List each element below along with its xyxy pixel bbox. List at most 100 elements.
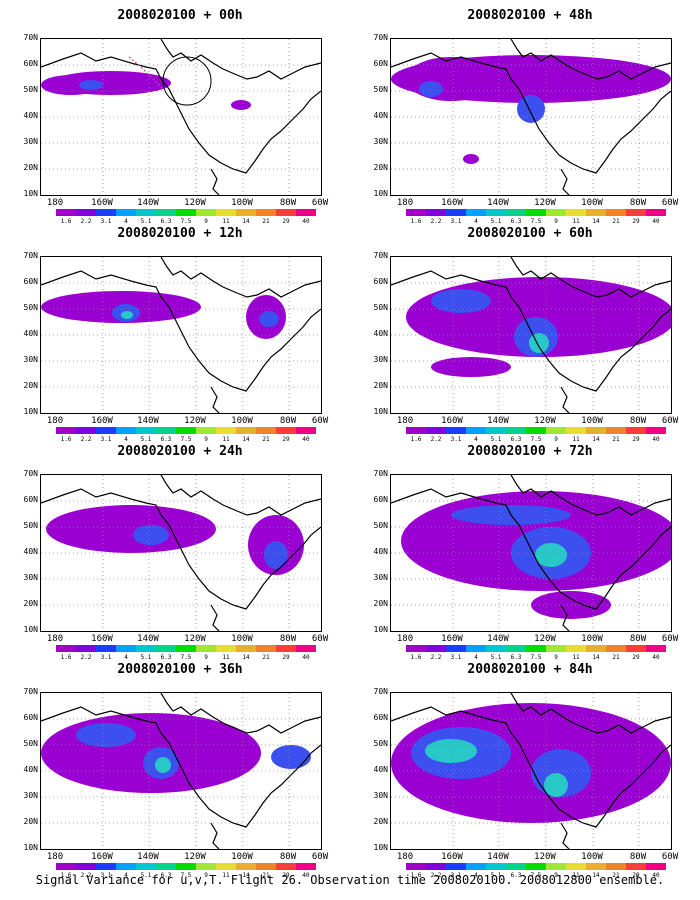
colorbar-swatch [486, 427, 506, 434]
colorbar-label: 14 [592, 218, 600, 225]
latitude-label: 10N [23, 407, 38, 416]
map-canvas [391, 39, 671, 195]
colorbar [406, 209, 666, 216]
colorbar-swatch [296, 645, 316, 652]
colorbar-swatch [646, 427, 666, 434]
colorbar-swatch [276, 863, 296, 870]
colorbar-swatch [196, 209, 216, 216]
colorbar-label: 11 [222, 872, 230, 879]
colorbar-label: 3.1 [450, 218, 462, 225]
longitude-label: 80W [279, 198, 297, 208]
colorbar-label: 29 [282, 654, 290, 661]
colorbar-swatch [256, 863, 276, 870]
latitude-label: 20N [23, 817, 38, 826]
latitude-label: 60N [23, 277, 38, 286]
colorbar-swatch [526, 427, 546, 434]
map-canvas [391, 475, 671, 631]
colorbar-label: 14 [592, 436, 600, 443]
colorbar-label: 21 [612, 218, 620, 225]
colorbar-label: 9 [204, 872, 208, 879]
latitude-label: 50N [23, 739, 38, 748]
longitude-label: 180 [396, 198, 414, 208]
colorbar-labels: 1.6 2.2 3.1 4 5.1 6.3 7.5 9 11 14 21 29 40 [406, 436, 666, 445]
colorbar-swatch [606, 427, 626, 434]
colorbar-label: 1.6 [60, 218, 72, 225]
latitude-label: 30N [23, 137, 38, 146]
colorbar-swatch [546, 209, 566, 216]
latitude-label: 10N [23, 843, 38, 852]
map-canvas [41, 693, 321, 849]
colorbar-label: 40 [652, 872, 660, 879]
colorbar-swatch [486, 209, 506, 216]
latitude-label: 50N [373, 521, 388, 530]
colorbar-label: 11 [572, 436, 580, 443]
colorbar-swatch [626, 863, 646, 870]
latitude-label: 10N [373, 189, 388, 198]
longitude-label: 140W [137, 416, 159, 426]
longitude-label: 160W [91, 198, 113, 208]
colorbar-swatch [546, 645, 566, 652]
colorbar-label: 21 [612, 872, 620, 879]
colorbar-label: 4 [474, 654, 478, 661]
colorbar-label: 29 [632, 654, 640, 661]
colorbar-label: 5.1 [490, 436, 502, 443]
colorbar-swatch [446, 863, 466, 870]
colorbar-label: 5.1 [140, 654, 152, 661]
longitude-label: 140W [487, 416, 509, 426]
colorbar-label: 7.5 [180, 872, 192, 879]
colorbar-label: 21 [262, 872, 270, 879]
colorbar-swatch [156, 863, 176, 870]
colorbar-swatch [426, 645, 446, 652]
colorbar-label: 40 [302, 872, 310, 879]
coastline [210, 822, 220, 849]
colorbar-swatch [136, 209, 156, 216]
colorbar-label: 4 [124, 218, 128, 225]
longitude-label: 140W [487, 198, 509, 208]
longitude-label: 100W [231, 416, 253, 426]
colorbar-label: 4 [124, 654, 128, 661]
longitude-label: 160W [441, 198, 463, 208]
coastline [160, 39, 321, 80]
coastline [391, 488, 671, 610]
colorbar-swatch [526, 645, 546, 652]
longitude-label: 140W [137, 634, 159, 644]
latitude-label: 50N [23, 521, 38, 530]
colorbar-swatch [526, 863, 546, 870]
coastline [510, 257, 671, 298]
colorbar-label: 14 [242, 436, 250, 443]
longitude-label: 80W [629, 416, 647, 426]
variance-shading [79, 80, 103, 90]
latitude-label: 10N [23, 625, 38, 634]
colorbar-swatch [466, 645, 486, 652]
panel-title: 2008020100 + 60h [467, 226, 593, 241]
colorbar-swatch [276, 645, 296, 652]
longitude-label: 160W [441, 416, 463, 426]
colorbar-label: 7.5 [530, 654, 542, 661]
longitude-label: 160W [441, 852, 463, 862]
colorbar-swatch [276, 427, 296, 434]
coastline [391, 270, 671, 392]
colorbar-label: 14 [242, 872, 250, 879]
colorbar-swatch [76, 863, 96, 870]
colorbar-label: 3.1 [450, 654, 462, 661]
map-panel: 2008020100 + 72h 70N 60N 50N 40N 30N 20N 10N 180… [350, 444, 690, 662]
longitude-label: 180 [46, 852, 64, 862]
colorbar-label: 3.1 [450, 436, 462, 443]
variance-shading [544, 773, 568, 797]
latitude-label: 50N [373, 739, 388, 748]
map-panel: 2008020100 + 84h 70N 60N 50N 40N 30N 20N 10N 180… [350, 662, 690, 880]
coastline [391, 52, 671, 174]
colorbar-swatch [196, 427, 216, 434]
colorbar-swatch [216, 863, 236, 870]
colorbar-swatch [76, 427, 96, 434]
colorbar [406, 863, 666, 870]
colorbar [56, 209, 316, 216]
colorbar-swatch [646, 645, 666, 652]
map-canvas [391, 257, 671, 413]
colorbar-swatch [606, 863, 626, 870]
longitude-label: 160W [441, 634, 463, 644]
colorbar-swatch [566, 209, 586, 216]
colorbar-swatch [196, 645, 216, 652]
longitude-label: 160W [91, 416, 113, 426]
longitude-label: 60W [661, 852, 679, 862]
